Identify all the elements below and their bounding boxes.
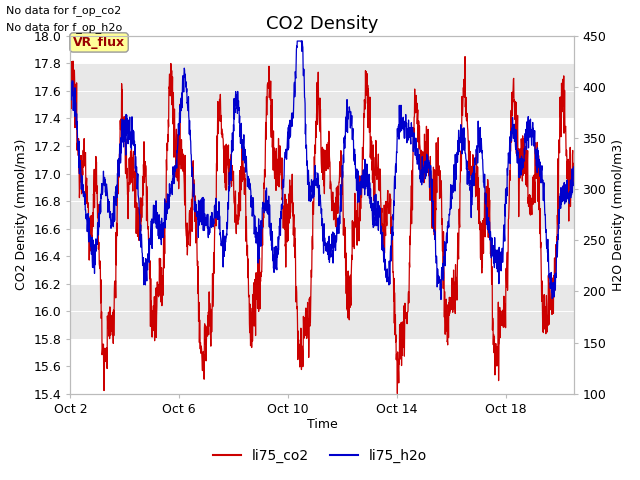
Bar (70, 36, 573, 63)
Bar (70, 173, 573, 228)
X-axis label: Time: Time (307, 419, 337, 432)
Bar (70, 119, 573, 173)
Bar (70, 338, 573, 394)
Legend: li75_co2, li75_h2o: li75_co2, li75_h2o (207, 443, 433, 468)
Bar (70, 63, 573, 119)
Bar (70, 228, 573, 284)
Text: No data for f_op_co2: No data for f_op_co2 (6, 5, 122, 16)
Text: VR_flux: VR_flux (73, 36, 125, 49)
Text: No data for f_op_h2o: No data for f_op_h2o (6, 22, 123, 33)
Y-axis label: CO2 Density (mmol/m3): CO2 Density (mmol/m3) (15, 139, 28, 290)
Title: CO2 Density: CO2 Density (266, 15, 378, 33)
Y-axis label: H2O Density (mmol/m3): H2O Density (mmol/m3) (612, 139, 625, 291)
Bar (70, 284, 573, 338)
